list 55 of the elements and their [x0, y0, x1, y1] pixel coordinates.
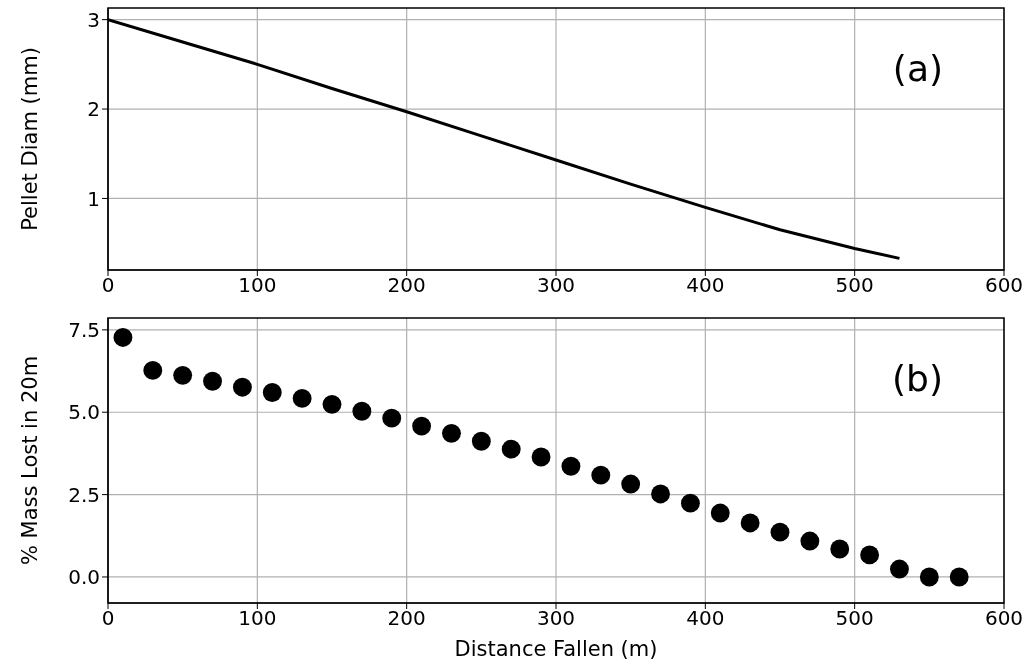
point [919, 567, 939, 587]
annotation: (b) [892, 358, 943, 399]
point [471, 431, 491, 451]
x-tick-label: 600 [984, 606, 1024, 631]
point [710, 503, 730, 523]
y-tick-label: 5.0 [68, 400, 100, 425]
y-tick-label: 7.5 [68, 317, 100, 342]
point [412, 416, 432, 436]
point [949, 567, 969, 587]
x-axis-title: Distance Fallen (m) [454, 637, 658, 661]
point [860, 545, 880, 565]
x-tick-label: 500 [835, 606, 874, 631]
x-tick-label: 200 [387, 606, 426, 631]
point [680, 493, 700, 513]
x-tick-label: 600 [984, 273, 1024, 298]
point [382, 408, 402, 428]
point [262, 383, 282, 402]
point [800, 531, 820, 551]
point [442, 423, 461, 443]
point [740, 513, 760, 533]
x-tick-label: 200 [387, 273, 426, 298]
x-tick-label: 500 [835, 273, 874, 298]
y-tick-label: 2.5 [68, 482, 100, 507]
annotation: (a) [892, 48, 943, 89]
y-tick-label: 2 [87, 97, 100, 122]
point [501, 439, 521, 459]
point [561, 456, 581, 476]
x-tick-label: 400 [686, 273, 725, 298]
y-tick-label: 0.0 [68, 565, 100, 590]
y-axis-title: Pellet Diam (mm) [18, 47, 43, 231]
x-tick-label: 400 [686, 606, 725, 631]
point [203, 371, 222, 391]
point [143, 360, 163, 380]
point [651, 484, 670, 504]
point [322, 394, 342, 414]
point [232, 377, 252, 397]
point [591, 465, 611, 485]
x-tick-label: 300 [536, 606, 576, 631]
point [352, 401, 372, 421]
point [113, 328, 133, 347]
point [621, 474, 641, 494]
point [890, 559, 909, 579]
y-axis-title: % Mass Lost in 20m [18, 355, 43, 566]
point [292, 388, 312, 408]
point [830, 539, 850, 559]
x-tick-label: 100 [238, 273, 277, 298]
x-tick-label: 0 [101, 273, 115, 298]
x-tick-label: 0 [101, 606, 115, 631]
x-tick-label: 300 [536, 273, 576, 298]
y-tick-label: 3 [87, 7, 100, 32]
y-tick-label: 1 [87, 186, 100, 211]
point [770, 522, 790, 542]
point [173, 365, 193, 385]
x-tick-label: 100 [238, 606, 277, 631]
point [531, 447, 551, 467]
